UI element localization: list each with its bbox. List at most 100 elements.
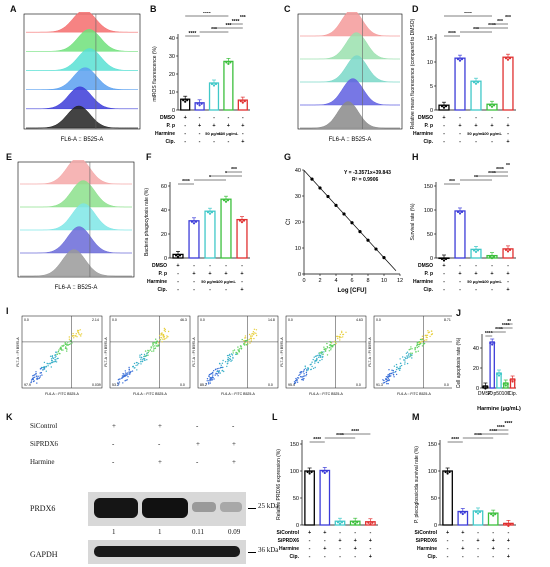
significance-stars: * xyxy=(209,175,211,181)
flow-dot xyxy=(238,348,241,350)
flow-dot xyxy=(66,344,69,346)
treatment-sign: - xyxy=(193,279,195,285)
flow-dot xyxy=(125,379,127,381)
bar xyxy=(454,57,466,111)
significance-stars: **** xyxy=(313,437,321,443)
flow-dot xyxy=(140,358,142,360)
data-point xyxy=(440,105,444,108)
flow-dot xyxy=(397,368,399,370)
significance-stars: **** xyxy=(464,12,472,17)
flow-dot xyxy=(49,363,51,365)
panel-label-l: L xyxy=(272,412,278,422)
data-point xyxy=(472,81,476,84)
flow-dot xyxy=(68,336,70,338)
data-point xyxy=(225,61,228,64)
flow-dot xyxy=(218,362,221,365)
flow-dot xyxy=(142,358,145,360)
flow-dot xyxy=(319,354,322,357)
regression-equation: Y = -3.3571x+39.843 xyxy=(344,170,391,176)
flow-dot xyxy=(147,351,149,354)
treatment-sign: - xyxy=(199,139,201,145)
wb-sign: - xyxy=(232,422,235,430)
x-tick-label: 2 xyxy=(318,278,321,284)
data-point xyxy=(310,470,313,474)
wb-band xyxy=(94,546,240,557)
treatment-row-label: SiPRDX6 xyxy=(416,538,438,544)
flow-dot xyxy=(232,357,234,359)
flow-dot xyxy=(330,347,332,349)
flow-dot xyxy=(249,337,252,340)
flow-dot xyxy=(161,332,163,335)
treatment-sign: - xyxy=(184,123,186,129)
flow-dot xyxy=(399,362,402,364)
treatment-sign: - xyxy=(184,139,186,145)
data-point xyxy=(338,522,342,525)
flow-dot xyxy=(339,339,341,341)
flow-dot xyxy=(410,355,412,357)
data-point xyxy=(226,199,230,202)
flow-dot xyxy=(341,331,343,334)
data-point xyxy=(444,470,447,474)
flow-plot-frame xyxy=(109,315,191,389)
flow-dot xyxy=(44,366,46,368)
wb-band xyxy=(192,502,216,512)
treatment-sign: - xyxy=(309,538,311,544)
flow-dot xyxy=(141,359,144,361)
treatment-sign: + xyxy=(442,115,445,121)
treatment-sign: - xyxy=(477,546,479,552)
wb-ratio: 0.11 xyxy=(192,528,204,536)
flow-dot xyxy=(418,341,420,343)
y-tick-label: 150 xyxy=(428,442,437,448)
treatment-sign: + xyxy=(176,263,179,269)
flow-dot xyxy=(232,350,234,352)
flow-dot xyxy=(335,342,337,345)
data-point xyxy=(310,177,314,181)
flow-dot xyxy=(243,344,246,346)
treatment-row-label: Cip. xyxy=(428,554,438,560)
bar xyxy=(442,470,453,526)
treatment-sign: + xyxy=(198,123,201,129)
data-point xyxy=(366,238,370,242)
flow-dot xyxy=(295,379,298,381)
flow-dot xyxy=(51,360,53,362)
y-tick-label: 20 xyxy=(473,366,479,372)
flow-dot xyxy=(305,375,307,377)
flow-dot xyxy=(146,354,148,356)
flow-dot xyxy=(293,383,296,385)
significance-stars: *** xyxy=(449,179,455,185)
wb-ratio: 1 xyxy=(158,528,162,536)
quadrant-q4-value: 0.039 xyxy=(92,383,101,387)
y-tick-label: 30 xyxy=(169,54,175,60)
wb-band-strip-gapdh xyxy=(88,540,246,564)
flow-dot xyxy=(229,355,232,358)
data-point xyxy=(490,105,494,108)
panel-label-m: M xyxy=(412,412,420,422)
treatment-row-label: Harmine xyxy=(413,279,433,285)
treatment-sign: - xyxy=(443,123,445,129)
significance-stars: **** xyxy=(189,31,197,37)
x-tick-label: 100 xyxy=(502,391,511,397)
flow-dot xyxy=(64,341,66,343)
flow-dot xyxy=(330,341,332,344)
treatment-sign: + xyxy=(507,538,510,544)
flow-dot xyxy=(39,376,41,378)
significance-stars: **** xyxy=(505,421,513,427)
flow-dot xyxy=(140,356,143,358)
flow-dot xyxy=(383,381,386,384)
treatment-sign: - xyxy=(491,263,493,269)
flow-dot xyxy=(68,343,71,346)
data-point xyxy=(448,470,451,474)
flow-dot xyxy=(32,378,34,381)
treatment-sign: + xyxy=(323,530,326,536)
data-point xyxy=(508,248,512,251)
data-point xyxy=(306,470,309,474)
panel-label-h: H xyxy=(412,152,419,162)
flow-dot xyxy=(146,352,148,354)
y-axis-label: Relative mean fluorescence (compared to … xyxy=(410,18,416,129)
flow-y-axis-label: FL7-A :: PI B595-A xyxy=(104,337,108,367)
data-point xyxy=(488,104,492,107)
treatment-sign: - xyxy=(309,554,311,560)
flow-dot xyxy=(387,374,389,376)
flow-dot xyxy=(206,378,209,380)
flow-plot-frame xyxy=(285,315,367,389)
